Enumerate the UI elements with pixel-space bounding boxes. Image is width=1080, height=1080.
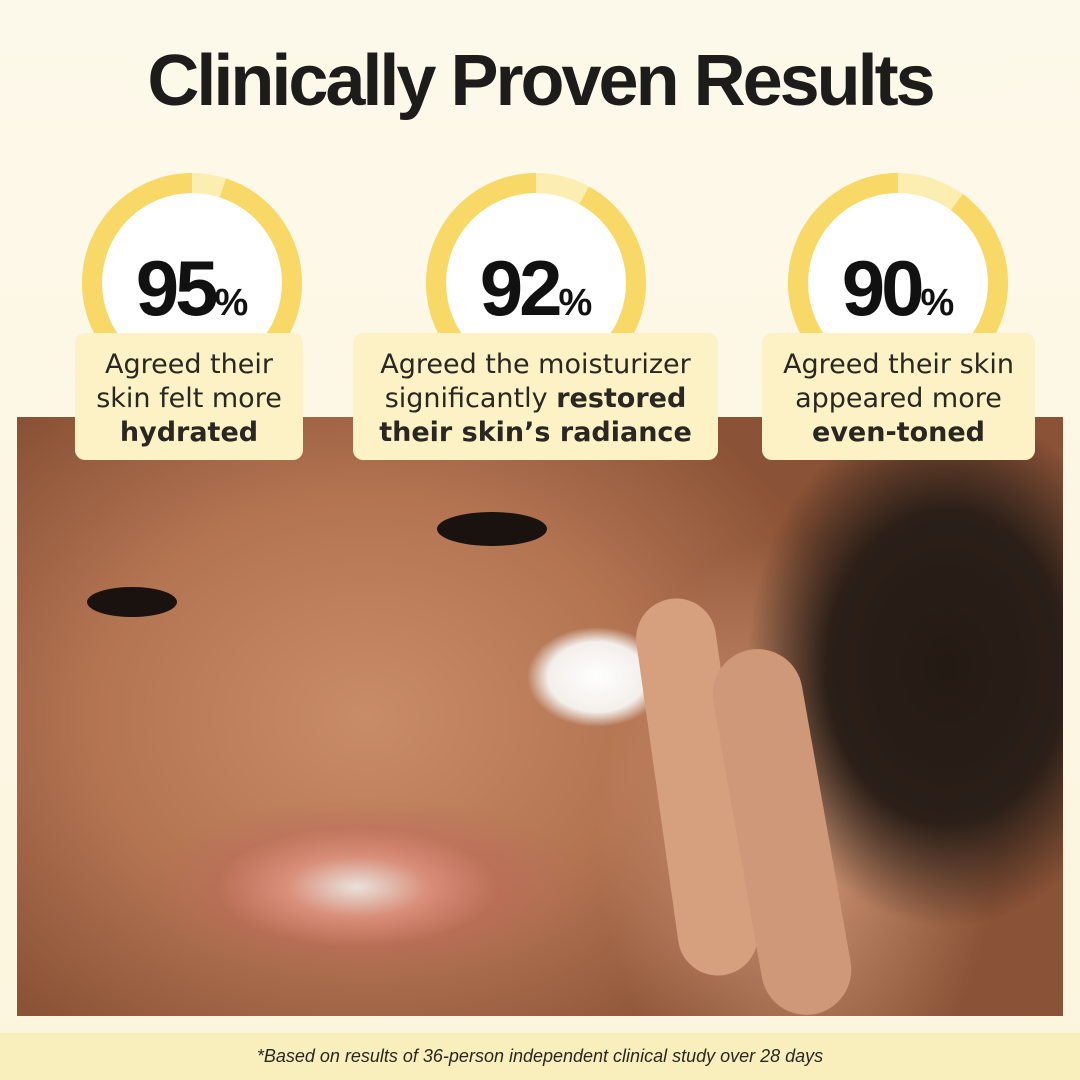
eye-left <box>87 587 177 617</box>
stat-card-2: Agreed the moisturizer significantly res… <box>353 333 718 460</box>
card-text: Agreed their <box>105 349 273 380</box>
hero-photo-woman-applying-moisturizer <box>17 417 1063 1016</box>
stat-value: 95% <box>135 244 249 332</box>
card-text: significantly restored <box>384 383 687 414</box>
card-text: Agreed the moisturizer <box>380 349 691 380</box>
card-highlight: even-toned <box>812 417 985 448</box>
eye-right <box>437 512 547 546</box>
stat-value: 90% <box>841 244 955 332</box>
card-text: skin felt more <box>96 383 282 414</box>
footnote: *Based on results of 36-person independe… <box>0 1033 1080 1080</box>
card-text: appeared more <box>795 383 1002 414</box>
card-highlight: hydrated <box>119 417 259 448</box>
stat-card-1: Agreed their skin felt more hydrated <box>75 333 303 460</box>
card-text: Agreed their skin <box>783 349 1014 380</box>
card-highlight: their skin’s radiance <box>379 417 692 448</box>
stat-card-3: Agreed their skin appeared more even-ton… <box>762 333 1035 460</box>
page-title: Clinically Proven Results <box>147 41 935 121</box>
stat-value: 92% <box>479 244 593 332</box>
